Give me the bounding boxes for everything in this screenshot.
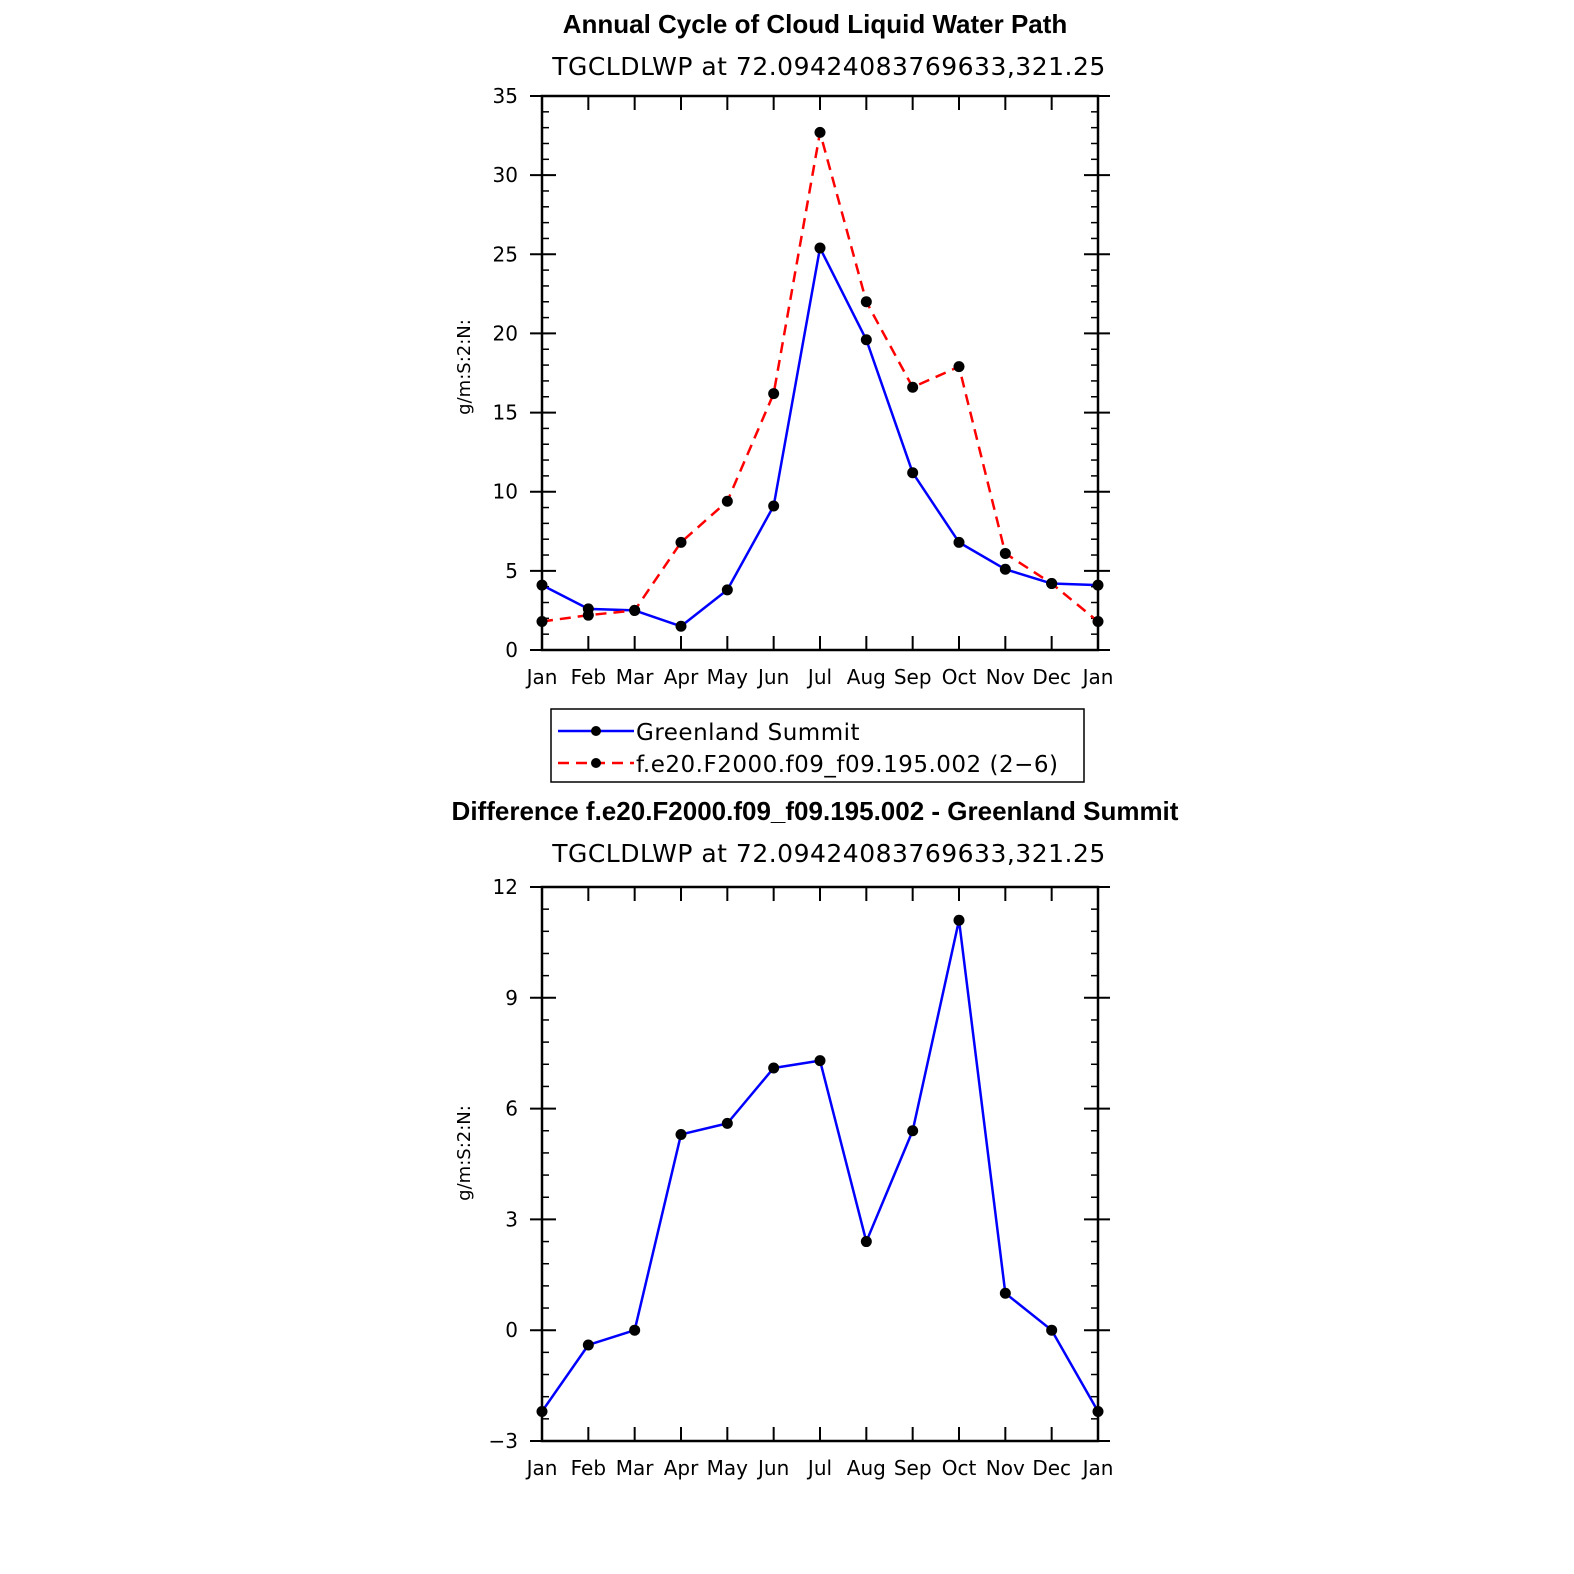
- x-tick-label: Jun: [756, 1456, 789, 1480]
- data-point-1: [582, 609, 594, 621]
- x-tick-label: Mar: [616, 665, 655, 689]
- chart-title: Difference f.e20.F2000.f09_f09.195.002 -…: [452, 796, 1179, 826]
- y-tick-label: 30: [493, 163, 518, 187]
- data-point-0: [953, 914, 965, 926]
- data-point-0: [1046, 1324, 1058, 1336]
- data-point-0: [814, 1055, 826, 1067]
- y-axis-label: g/m:S:2:N:: [454, 319, 475, 415]
- legend-box: [550, 708, 1085, 783]
- data-point-1: [953, 361, 965, 373]
- data-point-1: [536, 616, 548, 628]
- data-point-0: [768, 1062, 780, 1074]
- y-tick-label: 9: [505, 986, 518, 1010]
- y-tick-label: 0: [505, 1318, 518, 1342]
- x-tick-label: Mar: [616, 1456, 655, 1480]
- x-tick-label: Nov: [986, 1456, 1025, 1480]
- x-tick-label: Jan: [1081, 1456, 1114, 1480]
- plot-frame: [540, 94, 1100, 652]
- data-point-0: [536, 1405, 548, 1417]
- data-point-0: [768, 500, 780, 512]
- legend-label-greenland-summit: Greenland Summit: [636, 720, 860, 746]
- plot-area: Jan Feb Mar Apr May Jun Jul Aug Sep Oct Nov Dec Jan 0…: [493, 84, 1114, 689]
- legend-marker-greenland-summit: [591, 726, 601, 736]
- x-tick-label: Jan: [525, 665, 558, 689]
- x-tick-label: Feb: [571, 665, 606, 689]
- x-tick-label: Apr: [664, 665, 699, 689]
- series-line-0: [540, 918, 1100, 1413]
- chart-subtitle: TGCLDLWP at 72.09424083769633,321.25: [551, 839, 1106, 868]
- x-tick-label: Jan: [525, 1456, 558, 1480]
- data-point-0: [721, 1117, 733, 1129]
- data-point-0: [1092, 1405, 1104, 1417]
- data-point-1: [814, 126, 826, 138]
- data-point-0: [536, 579, 548, 591]
- x-tick-label: Feb: [571, 1456, 606, 1480]
- data-point-0: [814, 242, 826, 254]
- y-tick-label: 6: [505, 1097, 518, 1121]
- y-tick-label: 3: [505, 1207, 518, 1231]
- data-point-0: [582, 1339, 594, 1351]
- x-tick-label: May: [707, 665, 749, 689]
- data-point-1: [860, 296, 872, 308]
- x-tick-label: Sep: [894, 665, 932, 689]
- data-point-1: [1092, 616, 1104, 628]
- chart-title: Annual Cycle of Cloud Liquid Water Path: [563, 9, 1068, 39]
- y-tick-label: 0: [505, 638, 518, 662]
- data-point-1: [629, 604, 641, 616]
- y-tick-label: −3: [489, 1429, 518, 1453]
- x-tick-label: Oct: [942, 665, 977, 689]
- data-point-1: [675, 536, 687, 548]
- data-point-0: [907, 467, 919, 479]
- legend-label-model: f.e20.F2000.f09_f09.195.002 (2−6): [636, 752, 1058, 778]
- y-tick-label: 25: [493, 242, 518, 266]
- data-point-1: [907, 381, 919, 393]
- plot-area: Jan Feb Mar Apr May Jun Jul Aug Sep Oct Nov Dec Jan−…: [489, 875, 1114, 1480]
- x-tick-label: Jul: [806, 665, 832, 689]
- data-point-0: [675, 620, 687, 632]
- x-tick-label: Apr: [664, 1456, 699, 1480]
- plot-frame: [540, 885, 1100, 1443]
- data-point-1: [768, 388, 780, 400]
- data-point-0: [907, 1125, 919, 1137]
- y-tick-label: 5: [505, 559, 518, 583]
- data-point-1: [721, 495, 733, 507]
- legend-marker-model: [591, 758, 601, 768]
- data-point-0: [953, 536, 965, 548]
- series-line-0: [541, 246, 1099, 628]
- legend: Greenland Summit f.e20.F2000.f09_f09.195…: [550, 708, 1085, 783]
- x-tick-label: Jul: [806, 1456, 832, 1480]
- y-tick-label: 12: [493, 875, 518, 899]
- data-point-0: [721, 584, 733, 596]
- y-tick-label: 35: [493, 84, 518, 108]
- data-point-1: [1046, 578, 1058, 590]
- x-tick-label: Jun: [756, 665, 789, 689]
- series-line-1: [541, 131, 1099, 623]
- data-point-0: [675, 1128, 687, 1140]
- y-tick-label: 20: [493, 321, 518, 345]
- x-tick-label: Dec: [1032, 665, 1071, 689]
- data-point-0: [860, 334, 872, 346]
- x-tick-label: Dec: [1032, 1456, 1071, 1480]
- y-axis-label: g/m:S:2:N:: [454, 1105, 475, 1201]
- y-tick-label: 10: [493, 480, 518, 504]
- data-point-1: [999, 547, 1011, 559]
- y-tick-label: 15: [493, 401, 518, 425]
- x-tick-label: Aug: [847, 1456, 886, 1480]
- x-tick-label: Sep: [894, 1456, 932, 1480]
- data-point-0: [629, 1324, 641, 1336]
- x-tick-label: Jan: [1081, 665, 1114, 689]
- data-point-0: [1092, 579, 1104, 591]
- x-tick-label: Aug: [847, 665, 886, 689]
- data-point-0: [999, 1287, 1011, 1299]
- x-tick-label: Oct: [942, 1456, 977, 1480]
- data-point-0: [860, 1236, 872, 1248]
- x-tick-label: May: [707, 1456, 749, 1480]
- annual-cycle-chart: Annual Cycle of Cloud Liquid Water Path …: [454, 9, 1113, 689]
- x-tick-label: Nov: [986, 665, 1025, 689]
- difference-chart: Difference f.e20.F2000.f09_f09.195.002 -…: [452, 796, 1179, 1480]
- data-point-0: [999, 563, 1011, 575]
- chart-subtitle: TGCLDLWP at 72.09424083769633,321.25: [551, 52, 1106, 81]
